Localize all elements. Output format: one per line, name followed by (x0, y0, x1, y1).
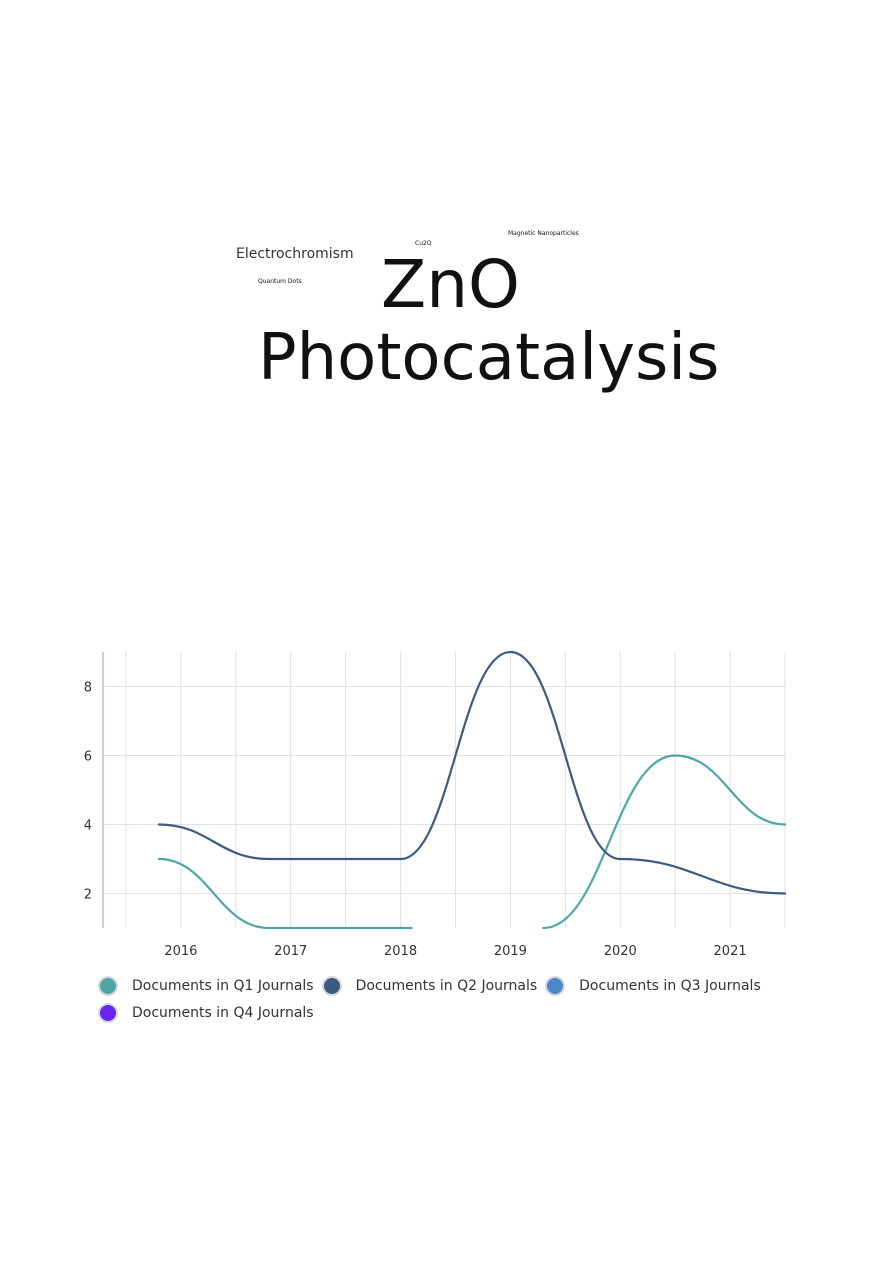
legend-label-q2: Documents in Q2 Journals (355, 977, 538, 994)
legend-item-q4[interactable]: Documents in Q4 Journals (98, 1002, 314, 1023)
legend-label-q1: Documents in Q1 Journals (132, 977, 314, 994)
legend-dot-q4 (98, 1002, 118, 1023)
chart-series (157, 650, 787, 930)
word-photocatalysis: Photocatalysis (258, 321, 720, 395)
word-zno: ZnO (381, 246, 520, 323)
legend-label-q3: Documents in Q3 Journals (579, 977, 761, 994)
series-line-q1-part1 (157, 857, 413, 930)
series-line-q2 (157, 650, 787, 895)
word-quantum-dots: Quantum Dots (258, 278, 302, 285)
legend-dot-q2 (321, 975, 342, 996)
y-tick-label: 8 (84, 681, 92, 696)
y-tick-label: 2 (84, 888, 92, 903)
word-electrochromism: Electrochromism (236, 246, 354, 262)
y-tick-label: 6 (84, 750, 92, 765)
legend-label-q4: Documents in Q4 Journals (132, 1004, 314, 1021)
y-tick-label: 4 (84, 819, 92, 834)
x-tick-label: 2021 (714, 944, 747, 959)
legend-item-q2[interactable]: Documents in Q2 Journals (321, 975, 538, 996)
legend-item-q1[interactable]: Documents in Q1 Journals (98, 975, 314, 996)
chart-legend: Documents in Q1 Journals Documents in Q2… (98, 972, 798, 1026)
legend-dot-q1 (98, 975, 118, 996)
word-cu2o: Cu2O (415, 240, 432, 247)
x-tick-label: 2017 (274, 944, 307, 959)
legend-item-q3[interactable]: Documents in Q3 Journals (545, 975, 761, 996)
x-tick-label: 2018 (384, 944, 417, 959)
series-line-q1-part2 (542, 754, 787, 930)
chart-tick-labels: 2 4 6 8 2016 2017 2018 2019 2020 2021 (84, 681, 747, 960)
word-magnetic-nanoparticles: Magnetic Nanoparticles (508, 230, 579, 237)
x-tick-label: 2016 (164, 944, 197, 959)
x-tick-label: 2020 (604, 944, 637, 959)
x-tick-label: 2019 (494, 944, 527, 959)
legend-dot-q3 (545, 975, 566, 996)
